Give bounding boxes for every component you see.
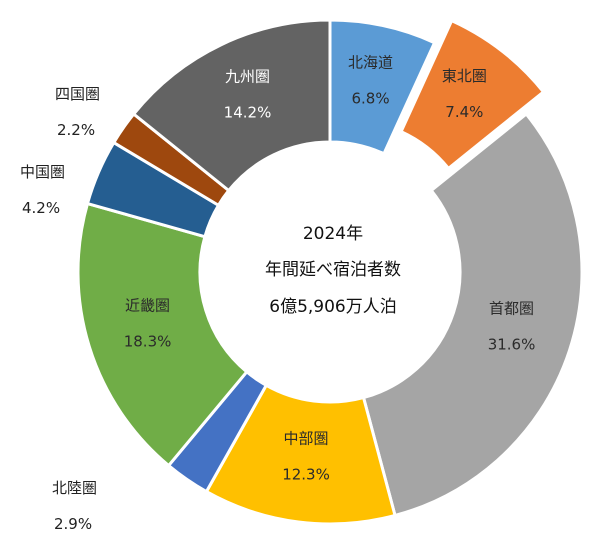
slice-6-arc — [76, 202, 249, 468]
slice-4-value-label: 12.3% — [282, 465, 330, 483]
center-text-total: 6億5,906万人泊 — [269, 297, 396, 317]
slice-1-name-label: 北海道 — [348, 53, 393, 71]
center-text-metric: 年間延べ宿泊者数 — [265, 260, 401, 280]
slice-9-value-label: 14.2% — [224, 104, 272, 122]
slice-6-name-label: 近畿圏 — [125, 297, 170, 315]
slice-3-value-label: 31.6% — [488, 335, 536, 353]
slice-3-arc — [362, 112, 584, 517]
slice-7-name-label: 中国圏 — [20, 163, 65, 181]
labels-group: 北海道 6.8% 東北圏 7.4% 首都圏 31.6% 中部圏 12.3% 北陸圏 2.9% 近畿圏… — [20, 53, 535, 533]
slice-5-value-label: 2.9% — [54, 515, 92, 533]
slice-1-value-label: 6.8% — [351, 89, 389, 107]
slice-8-value-label: 2.2% — [57, 121, 95, 139]
slice-8-name-label: 四国圏 — [55, 85, 100, 103]
slice-5-name-label: 北陸圏 — [52, 479, 97, 497]
slice-2-value-label: 7.4% — [445, 103, 483, 121]
slice-7-value-label: 4.2% — [22, 199, 60, 217]
slice-1-arc — [328, 18, 437, 156]
slice-9-name-label: 九州圏 — [225, 68, 270, 86]
slice-9-arc — [132, 18, 332, 192]
slice-3-name-label: 首都圏 — [489, 299, 534, 317]
slices-group — [76, 18, 584, 526]
slice-2-name-label: 東北圏 — [442, 67, 487, 85]
slice-6-value-label: 18.3% — [124, 333, 172, 351]
center-text-year: 2024年 — [303, 224, 363, 244]
slice-4-name-label: 中部圏 — [284, 429, 329, 447]
center-text-group: 2024年 年間延べ宿泊者数 6億5,906万人泊 — [265, 224, 401, 317]
slice-2-arc — [399, 19, 545, 170]
